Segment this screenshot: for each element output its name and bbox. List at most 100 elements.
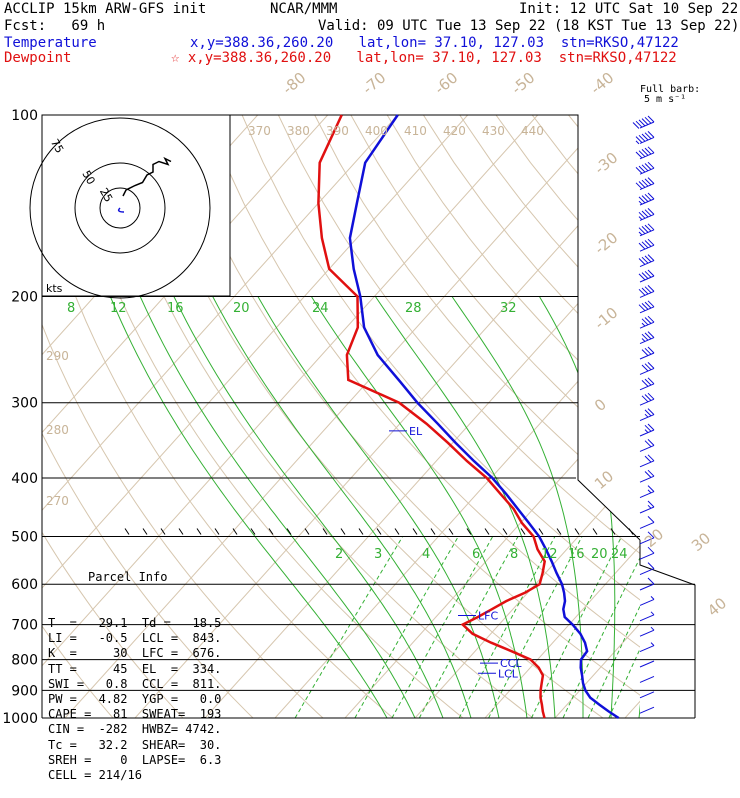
wind-barb <box>636 147 654 159</box>
isotherm <box>275 115 740 718</box>
wind-barb <box>639 208 654 220</box>
mixing-ratio-label-lower: 2 <box>335 547 343 562</box>
pressure-tick-label: 400 <box>11 471 38 487</box>
wind-barb <box>636 162 654 174</box>
pressure-tick-label: 700 <box>11 618 38 634</box>
wind-barb <box>636 131 654 144</box>
isotherm-label: -70 <box>359 69 389 99</box>
wind-barb <box>639 301 654 313</box>
tick-mark <box>449 528 453 534</box>
tick-mark <box>143 528 147 534</box>
annotation-label: LCL <box>498 667 519 680</box>
mixing-ratio-label-lower: 6 <box>472 547 480 562</box>
wind-barb <box>640 516 654 528</box>
wind-barb <box>640 439 654 451</box>
moist-adiabat <box>667 297 706 719</box>
pressure-tick-label: 500 <box>11 529 38 545</box>
mixing-ratio-label-upper: 28 <box>405 301 422 316</box>
isotherm-label: -80 <box>279 69 309 99</box>
tick-mark <box>503 528 507 534</box>
wind-barb <box>640 378 654 390</box>
moist-adiabat <box>213 297 471 719</box>
mixing-ratio-label-lower: 3 <box>374 547 382 562</box>
isotherm-label: -20 <box>591 229 621 259</box>
parcel-row: K = 30 LFC = 676. <box>48 646 221 661</box>
wind-barb <box>640 347 654 359</box>
isotherm <box>485 115 740 718</box>
annotation-label: LFC <box>478 609 498 622</box>
wind-barb <box>640 563 654 575</box>
theta-label: 400 <box>365 124 388 138</box>
mixing-ratio-label-lower: 20 <box>591 547 608 562</box>
theta-label: 370 <box>248 124 271 138</box>
parcel-info-title: Parcel Info <box>48 570 221 585</box>
dry-adiabat <box>387 115 740 718</box>
wind-barb <box>640 424 654 436</box>
mixing-ratio-label-lower: 24 <box>611 547 628 562</box>
pressure-tick-label: 600 <box>11 577 38 593</box>
dry-adiabat <box>423 115 740 718</box>
tick-mark <box>431 528 435 534</box>
theta-label: 440 <box>521 124 544 138</box>
moist-adiabat <box>258 297 499 719</box>
wind-barb <box>639 193 654 205</box>
isotherm-label: 30 <box>688 529 714 555</box>
tick-mark <box>629 528 633 534</box>
tick-mark <box>359 528 363 534</box>
wind-barb <box>640 362 654 374</box>
tick-mark <box>377 528 381 534</box>
isotherm-label: 0 <box>591 395 610 415</box>
chart-plot <box>318 115 618 718</box>
wind-barb <box>640 707 654 713</box>
wind-barb <box>640 332 654 344</box>
mixing-ratio-label-upper: 20 <box>233 301 250 316</box>
isotherm-label: 20 <box>641 525 667 551</box>
dry-adiabat <box>641 115 740 718</box>
tick-mark <box>611 528 615 534</box>
isotherm-label: 10 <box>591 467 617 493</box>
theta-label: 410 <box>404 124 427 138</box>
parcel-row: PW = 4.82 YGP = 0.0 <box>48 692 221 707</box>
wind-barb <box>640 661 654 667</box>
isotherm <box>695 115 740 718</box>
tick-mark <box>395 528 399 534</box>
tick-mark <box>413 528 417 534</box>
wind-barb <box>639 285 654 297</box>
mixing-ratio-label-lower: 4 <box>422 547 430 562</box>
wind-barb <box>640 596 654 605</box>
wind-barb <box>640 643 654 652</box>
dry-adiabat <box>605 115 740 718</box>
wind-barb <box>640 501 654 513</box>
tick-mark <box>521 528 525 534</box>
isotherm-label: -30 <box>591 149 621 179</box>
wind-barb <box>633 116 654 129</box>
isotherm-label: -40 <box>587 69 617 99</box>
wind-barb <box>640 692 654 698</box>
pressure-tick-label: 300 <box>11 396 38 412</box>
theta-label: 430 <box>482 124 505 138</box>
parcel-row: SREH = 0 LAPSE= 6.3 <box>48 753 221 768</box>
mixing-ratio-label-upper: 8 <box>67 301 75 316</box>
tick-mark <box>485 528 489 534</box>
wind-barb <box>640 409 654 421</box>
tick-mark <box>575 528 579 534</box>
pressure-tick-label: 800 <box>11 653 38 669</box>
tick-mark <box>179 528 183 534</box>
pressure-tick-label: 1000 <box>2 711 38 727</box>
wind-barb <box>639 255 654 267</box>
theta-side-label: 290 <box>46 349 69 363</box>
tick-mark <box>305 528 309 534</box>
wind-barb <box>640 676 654 682</box>
tick-mark <box>593 528 597 534</box>
isotherm <box>625 115 740 718</box>
hodograph-box <box>42 115 230 296</box>
theta-side-label: 280 <box>46 423 69 437</box>
wind-barbs <box>633 116 654 713</box>
wind-barb <box>640 455 654 467</box>
parcel-row: SWI = 0.8 CCL = 811. <box>48 677 221 692</box>
wind-barb <box>640 393 654 405</box>
isotherm-label: 40 <box>704 594 730 620</box>
wind-barb <box>640 316 654 328</box>
